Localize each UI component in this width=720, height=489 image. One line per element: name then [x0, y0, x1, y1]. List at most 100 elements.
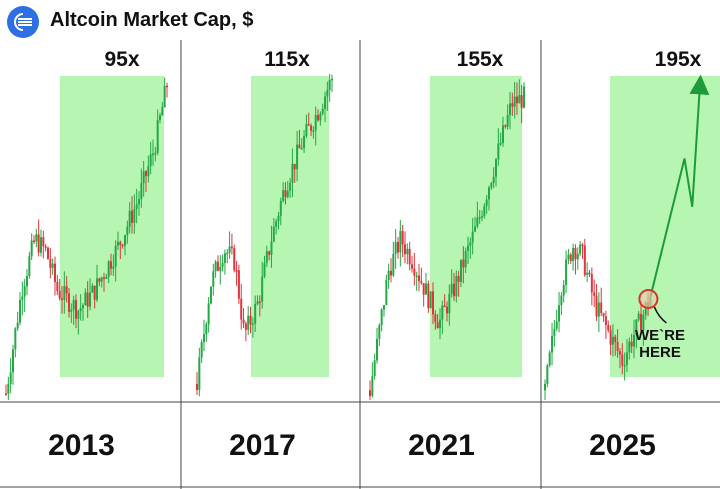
candle-body	[404, 244, 406, 255]
candle-body	[103, 277, 105, 279]
candle-body	[312, 130, 315, 132]
candle-body	[131, 210, 133, 223]
candle-body	[117, 241, 119, 246]
candle-body	[555, 321, 558, 329]
candle-body	[387, 270, 390, 280]
candle-body	[485, 199, 488, 206]
candle-body	[317, 115, 320, 121]
candle-body	[590, 274, 593, 293]
candle-body	[296, 144, 299, 170]
candle-body	[394, 241, 397, 254]
candle-body	[93, 285, 96, 300]
candle-body	[223, 253, 226, 263]
candle-body	[40, 237, 42, 253]
candle-body	[7, 383, 10, 394]
candle-body	[481, 216, 483, 218]
candle-body	[37, 234, 40, 253]
candle-body	[26, 275, 28, 287]
multiplier-label: 115x	[264, 48, 310, 71]
candle-body	[326, 90, 329, 97]
candle-body	[5, 393, 7, 396]
candle-body	[642, 314, 645, 331]
candle-body	[205, 324, 208, 335]
candle-body	[277, 215, 280, 222]
candle-body	[244, 323, 247, 330]
candle-body	[56, 281, 59, 291]
candle-body	[96, 278, 98, 300]
candle-body	[635, 319, 638, 335]
candle-body	[261, 276, 264, 302]
candle-body	[98, 278, 101, 282]
candle-body	[446, 306, 448, 314]
note-label-line2: HERE	[639, 344, 681, 361]
candle-body	[385, 279, 388, 305]
candle-body	[546, 365, 549, 384]
candle-body	[609, 330, 612, 345]
candle-body	[415, 275, 418, 278]
candle-body	[513, 96, 516, 107]
candle-body	[279, 201, 282, 216]
candle-body	[509, 103, 511, 115]
candle-body	[450, 283, 453, 294]
candle-body	[411, 264, 413, 269]
candle-body	[152, 153, 154, 156]
candle-body	[275, 221, 278, 227]
candle-body	[441, 305, 444, 320]
candle-body	[9, 372, 12, 384]
year-label: 2013	[48, 429, 115, 462]
candle-body	[82, 305, 84, 309]
chart-title: Altcoin Market Cap, $	[50, 9, 254, 31]
candle-body	[425, 283, 427, 295]
candle-body	[520, 95, 523, 108]
candle-body	[467, 245, 469, 251]
candle-body	[628, 341, 631, 353]
candle-body	[602, 313, 605, 317]
candle-body	[502, 125, 504, 143]
candle-body	[504, 125, 507, 127]
candle-body	[12, 349, 14, 373]
multiplier-label: 95x	[104, 48, 139, 71]
candle-body	[47, 247, 49, 259]
candle-body	[600, 302, 603, 314]
candle-body	[65, 286, 68, 294]
candle-body	[228, 246, 231, 253]
candle-body	[219, 266, 222, 271]
candle-body	[75, 300, 77, 319]
year-label: 2017	[229, 429, 296, 462]
candle-body	[35, 234, 38, 242]
candle-body	[551, 335, 554, 353]
candle-body	[371, 376, 374, 396]
candle-body	[607, 325, 610, 331]
candle-body	[413, 268, 416, 276]
candle-body	[614, 336, 617, 343]
candle-body	[471, 231, 474, 243]
candle-body	[242, 319, 245, 324]
panel-2017: 115x 2017	[196, 48, 333, 462]
candle-body	[21, 296, 24, 300]
chart-header: Altcoin Market Cap, $	[0, 0, 720, 46]
panel-2013: 95x 2013	[5, 48, 168, 462]
candle-body	[263, 262, 266, 277]
year-label: 2025	[589, 429, 656, 462]
candle-body	[44, 246, 47, 248]
candle-body	[595, 295, 598, 317]
candle-body	[107, 261, 110, 277]
candle-body	[497, 143, 500, 160]
candle-body	[436, 322, 439, 329]
candle-body	[216, 261, 219, 271]
candle-body	[237, 270, 240, 299]
candle-body	[432, 291, 434, 315]
candle-body	[42, 237, 45, 247]
candle-body	[581, 244, 584, 247]
candle-body	[63, 286, 66, 300]
candle-body	[383, 304, 385, 310]
highlight-box	[251, 76, 329, 377]
candle-body	[586, 272, 589, 276]
candle-body	[483, 205, 486, 217]
candle-body	[569, 254, 572, 262]
candle-body	[553, 328, 556, 336]
multiplier-label: 155x	[457, 48, 504, 71]
candle-body	[226, 252, 229, 255]
candle-body	[506, 114, 509, 127]
